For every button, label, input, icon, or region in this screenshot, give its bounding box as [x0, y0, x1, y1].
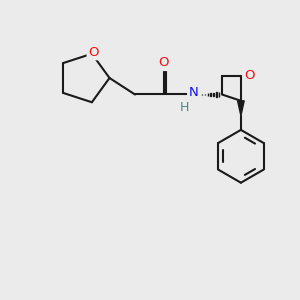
Text: O: O: [158, 56, 169, 70]
Polygon shape: [238, 101, 244, 116]
Text: H: H: [180, 100, 189, 114]
Text: O: O: [88, 46, 99, 59]
Polygon shape: [219, 92, 220, 97]
Polygon shape: [216, 92, 217, 97]
Text: N: N: [189, 86, 198, 100]
Text: O: O: [245, 69, 255, 82]
Polygon shape: [213, 93, 214, 96]
